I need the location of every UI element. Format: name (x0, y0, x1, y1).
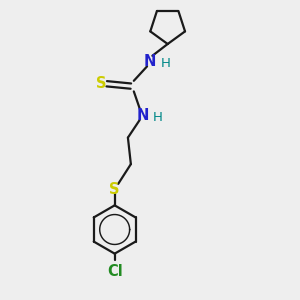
Text: Cl: Cl (107, 264, 122, 279)
Text: H: H (153, 111, 163, 124)
Text: S: S (96, 76, 107, 91)
Text: N: N (136, 108, 149, 123)
Text: N: N (144, 54, 156, 69)
Text: H: H (160, 57, 170, 70)
Text: S: S (110, 182, 120, 197)
